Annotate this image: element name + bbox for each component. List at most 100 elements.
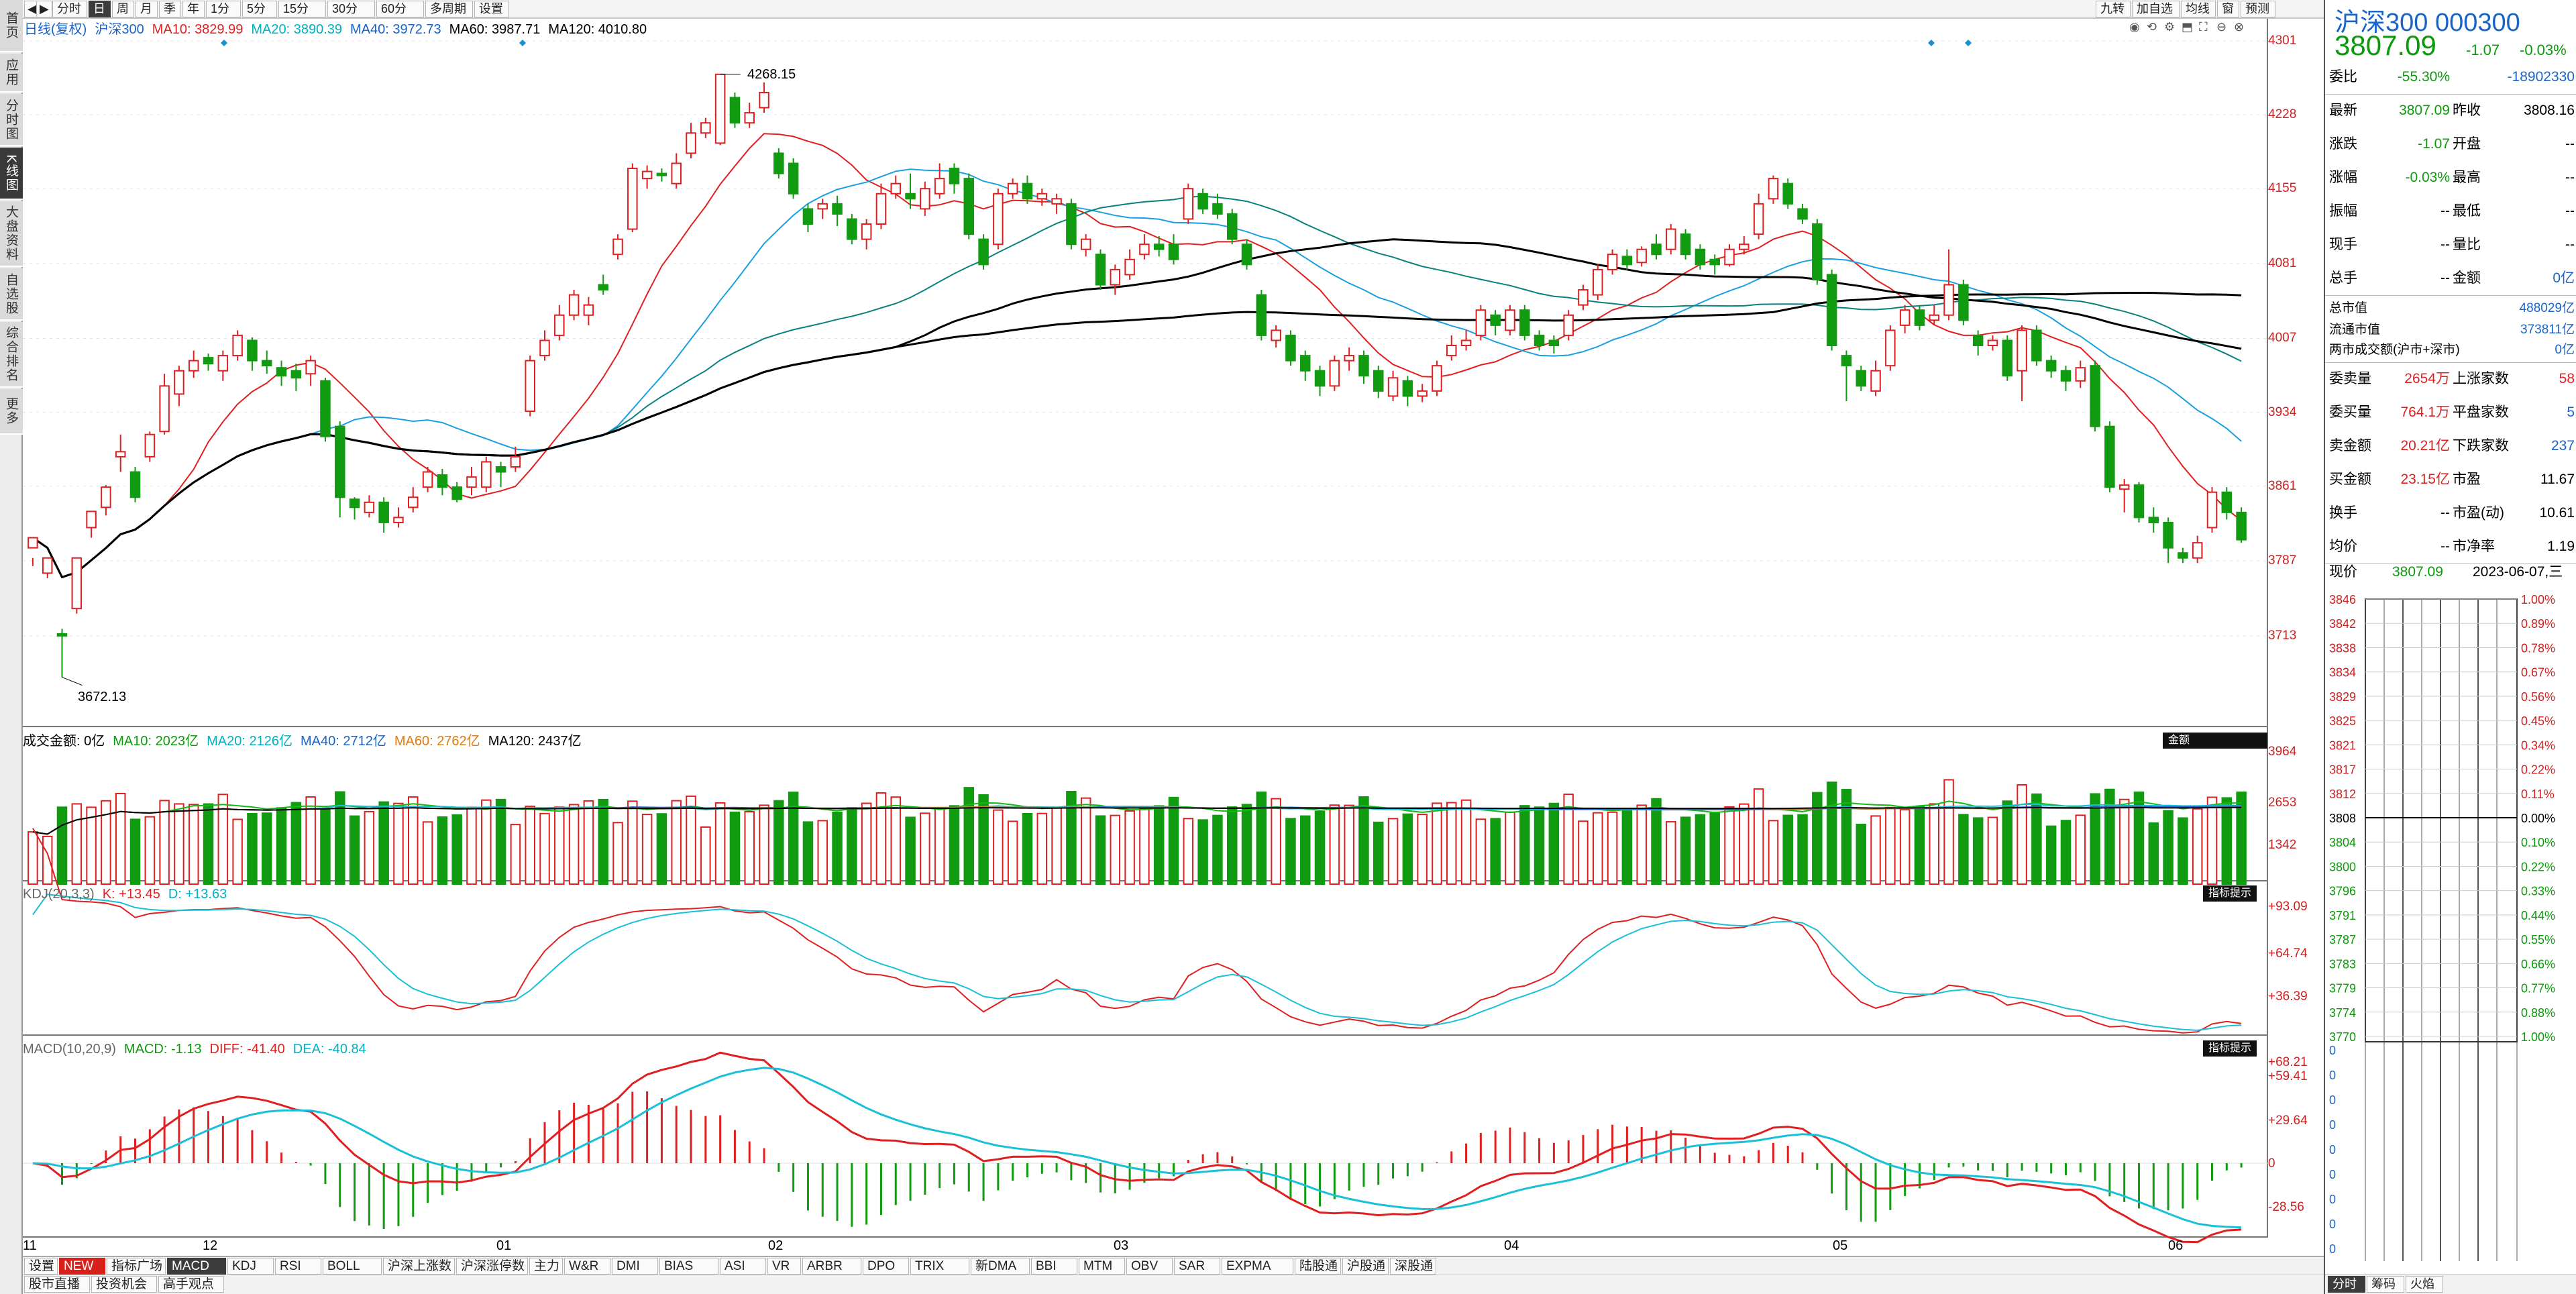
volume-bar (1344, 804, 1354, 885)
candle-body (1929, 314, 1940, 321)
nav-item-7[interactable]: 更多 (0, 389, 23, 435)
nav-item-4[interactable]: 大盘资料 (0, 201, 23, 267)
indicator-tab-6[interactable]: BOLL (323, 1258, 382, 1275)
period-9[interactable]: 30分 (327, 1, 375, 17)
refresh-icon[interactable]: ⟲ (2147, 20, 2157, 34)
volume-bar (1168, 796, 1179, 885)
x-label: 03 (1114, 1238, 1129, 1253)
candle-body (963, 178, 975, 235)
quote-row: 振幅 -- 最低 -- (2325, 195, 2576, 227)
period-3[interactable]: 月 (136, 1, 158, 17)
indicator-tab-20[interactable]: MTM (1079, 1258, 1125, 1275)
bottom-link-1[interactable]: 投资机会 (91, 1276, 157, 1293)
nav-item-2[interactable]: 分时图 (0, 94, 23, 146)
candle-body (1241, 244, 1252, 266)
indicator-tab-7[interactable]: 沪深上涨数 (383, 1258, 455, 1275)
indicator-tab-5[interactable]: RSI (275, 1258, 321, 1275)
nav-item-6[interactable]: 综合排名 (0, 322, 23, 388)
mini-price-label: 0 (2329, 1069, 2336, 1082)
nav-item-0[interactable]: 首页 (0, 0, 23, 52)
indicator-tab-17[interactable]: TRIX (910, 1258, 969, 1275)
indicator-tab-12[interactable]: BIAS (659, 1258, 718, 1275)
tool-4[interactable]: 预测 (2241, 1, 2275, 17)
chart-svg[interactable] (23, 19, 2268, 1254)
fullscreen-icon[interactable]: ⛶ (2199, 20, 2208, 34)
period-2[interactable]: 周 (112, 1, 134, 17)
indicator-tab-22[interactable]: SAR (1174, 1258, 1220, 1275)
volume-title: 成交金额: 0亿 (23, 734, 105, 749)
next-arrow-button[interactable]: ▶ (36, 1, 52, 17)
volume-bar (598, 798, 608, 885)
indicator-tab-4[interactable]: KDJ (227, 1258, 274, 1275)
indicator-tab-23[interactable]: EXPMA (1222, 1258, 1293, 1275)
volume-bar (1314, 810, 1326, 885)
macd-hint-badge[interactable]: 指标提示 (2203, 1040, 2257, 1057)
period-4[interactable]: 季 (159, 1, 181, 17)
close-icon[interactable]: ⊗ (2234, 20, 2245, 34)
quote-tab-1[interactable]: 筹码 (2367, 1276, 2404, 1293)
candle-body (1358, 355, 1369, 377)
mini-intraday-chart[interactable]: 3846 3842 3838 3834 3829 3825 3821 3817 3812 3808… (2325, 594, 2576, 1268)
x-label: 11 (23, 1238, 37, 1253)
indicator-tab-15[interactable]: ARBR (802, 1258, 861, 1275)
nav-item-5[interactable]: 自选股 (0, 268, 23, 321)
period-12[interactable]: 设置 (474, 1, 509, 17)
bottom-link-0[interactable]: 股市直播 (24, 1276, 90, 1293)
minus-icon[interactable]: ⊖ (2216, 20, 2227, 34)
indicator-tab-24[interactable]: 陆股通 (1295, 1258, 1341, 1275)
quote-tab-2[interactable]: 火焰 (2406, 1276, 2443, 1293)
candle-body (890, 182, 902, 195)
volume-bar (1856, 823, 1866, 885)
quote-cell: 373811亿 (2520, 323, 2575, 337)
eye-icon[interactable]: ◉ (2129, 20, 2140, 34)
period-8[interactable]: 15分 (278, 1, 326, 17)
indicator-tab-13[interactable]: ASI (720, 1258, 766, 1275)
period-1[interactable]: 日 (89, 1, 111, 17)
lock-icon[interactable]: ⬒ (2182, 20, 2194, 34)
indicator-tab-21[interactable]: OBV (1126, 1258, 1173, 1275)
volume-bar (159, 800, 170, 885)
indicator-tab-19[interactable]: BBI (1031, 1258, 1077, 1275)
indicator-tab-0[interactable]: 设置 (24, 1258, 58, 1275)
tool-3[interactable]: 窗 (2217, 1, 2239, 17)
bottom-link-2[interactable]: 高手观点 (158, 1276, 224, 1293)
price-axis-label: 4155 (2268, 181, 2297, 196)
indicator-tab-11[interactable]: DMI (612, 1258, 658, 1275)
indicator-tab-8[interactable]: 沪深涨停数 (456, 1258, 528, 1275)
period-7[interactable]: 5分 (242, 1, 277, 17)
amount-badge[interactable]: 金额 (2163, 733, 2267, 749)
tool-2[interactable]: 均线 (2181, 1, 2216, 17)
mini-pct-label: 0.44% (2521, 909, 2555, 922)
indicator-tab-9[interactable]: 主力 (529, 1258, 563, 1275)
indicator-tab-26[interactable]: 深股通 (1390, 1258, 1436, 1275)
tool-0[interactable]: 九转 (2096, 1, 2131, 17)
settings-icon[interactable]: ⚙ (2164, 20, 2176, 34)
volume-bar (2104, 788, 2115, 885)
candle-body (1548, 339, 1560, 347)
indicator-tab-16[interactable]: DPO (863, 1258, 909, 1275)
indicator-tab-3[interactable]: MACD (167, 1258, 226, 1275)
volume-bar (1110, 814, 1121, 885)
indicator-tab-10[interactable]: W&R (564, 1258, 610, 1275)
volume-bar (1022, 812, 1033, 885)
period-11[interactable]: 多周期 (425, 1, 473, 17)
kdj-axis-label: +64.74 (2268, 947, 2308, 961)
period-5[interactable]: 年 (182, 1, 205, 17)
candle-body (1344, 355, 1354, 362)
nav-item-3[interactable]: K线图 (0, 148, 23, 200)
kdj-hint-badge[interactable]: 指标提示 (2203, 885, 2257, 902)
quote-tab-0[interactable]: 分时 (2328, 1276, 2365, 1293)
volume-bar (232, 818, 243, 885)
period-6[interactable]: 1分 (206, 1, 241, 17)
indicator-tab-14[interactable]: VR (767, 1258, 801, 1275)
volume-bar (2206, 796, 2218, 885)
indicator-tab-2[interactable]: 指标广场 (107, 1258, 166, 1275)
indicator-tab-18[interactable]: 新DMA (971, 1258, 1030, 1275)
nav-item-1[interactable]: 应用 (0, 54, 23, 93)
tool-1[interactable]: 加自选 (2132, 1, 2180, 17)
indicator-tab-25[interactable]: 沪股通 (1342, 1258, 1389, 1275)
period-10[interactable]: 60分 (376, 1, 424, 17)
quote-cell: -- (2565, 237, 2575, 252)
period-0[interactable]: 分时 (52, 1, 87, 17)
indicator-tab-1[interactable]: NEW (59, 1258, 105, 1275)
